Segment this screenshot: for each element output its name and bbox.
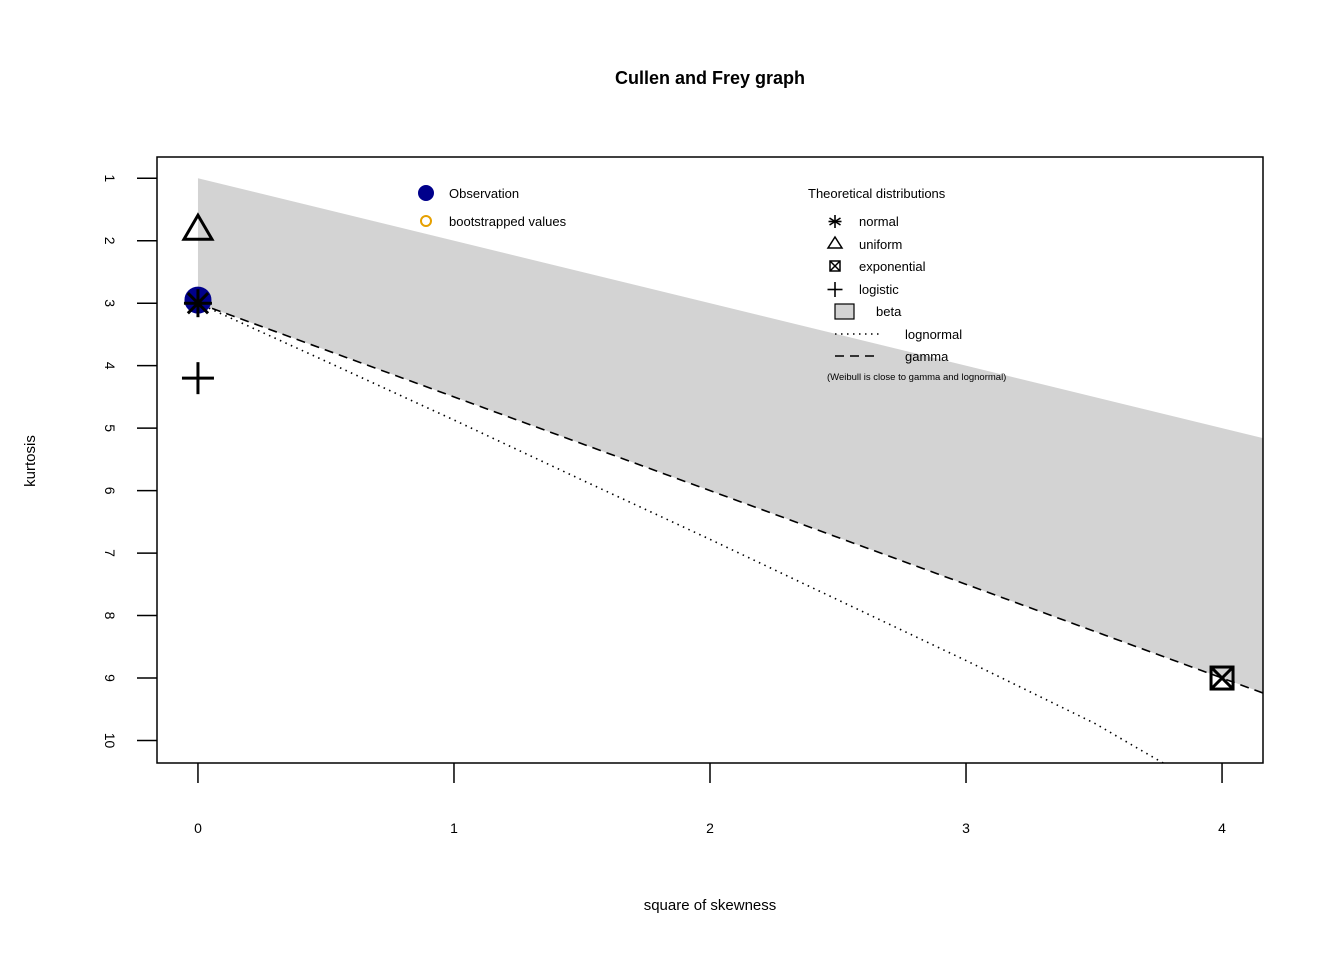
point-normal (183, 289, 212, 318)
y-tick-label: 7 (102, 549, 118, 557)
point-uniform (181, 212, 215, 241)
x-tick-label: 1 (450, 820, 458, 836)
y-tick-label: 1 (102, 174, 118, 182)
asterisk-icon (828, 215, 842, 228)
legend-item-normal: normal (859, 214, 899, 229)
legend-item-lognormal: lognormal (905, 327, 962, 342)
chart-title: Cullen and Frey graph (615, 68, 805, 88)
y-tick-label: 2 (102, 237, 118, 245)
legend-item-logistic: logistic (859, 282, 899, 297)
gamma-line (197, 302, 1263, 694)
legend-item-exponential: exponential (859, 259, 926, 274)
point-logistic (181, 362, 214, 395)
x-tick-label: 0 (194, 820, 202, 836)
x-tick-label: 4 (1218, 820, 1226, 836)
legend-item-observation: Observation (449, 186, 519, 201)
legend-theoretical: Theoretical distributions normal uniform… (808, 186, 1006, 383)
plus-icon (827, 282, 843, 297)
legend-item-uniform: uniform (859, 237, 902, 252)
legend-note: (Weibull is close to gamma and lognormal… (827, 372, 1006, 383)
y-tick-label: 4 (102, 362, 118, 370)
legend-theoretical-title: Theoretical distributions (808, 186, 946, 201)
y-tick-label: 3 (102, 299, 118, 307)
beta-region (197, 178, 1263, 694)
x-tick-label: 3 (962, 820, 970, 836)
legend-observation: Observation bootstrapped values (418, 185, 567, 229)
bootstrap-legend-circle-icon (420, 215, 432, 227)
y-tick-label: 10 (102, 733, 118, 749)
boxed-x-icon (829, 260, 841, 272)
y-axis: 1 2 3 4 5 6 7 8 9 10 (102, 174, 157, 749)
legend-item-beta: beta (876, 304, 902, 319)
legend-item-gamma: gamma (905, 349, 949, 364)
lognormal-line (197, 302, 1164, 763)
triangle-icon (826, 235, 844, 249)
x-axis: 0 1 2 3 4 (194, 763, 1226, 836)
x-axis-label: square of skewness (644, 897, 777, 914)
legend-item-bootstrapped: bootstrapped values (449, 214, 567, 229)
x-tick-label: 2 (706, 820, 714, 836)
y-axis-label: kurtosis (22, 435, 39, 487)
y-tick-label: 5 (102, 424, 118, 432)
observation-legend-dot-icon (418, 185, 434, 201)
point-exponential (1209, 665, 1235, 691)
gray-box-icon (834, 303, 855, 320)
plot-area (181, 178, 1263, 763)
y-tick-label: 8 (102, 612, 118, 620)
y-tick-label: 9 (102, 674, 118, 682)
y-tick-label: 6 (102, 487, 118, 495)
